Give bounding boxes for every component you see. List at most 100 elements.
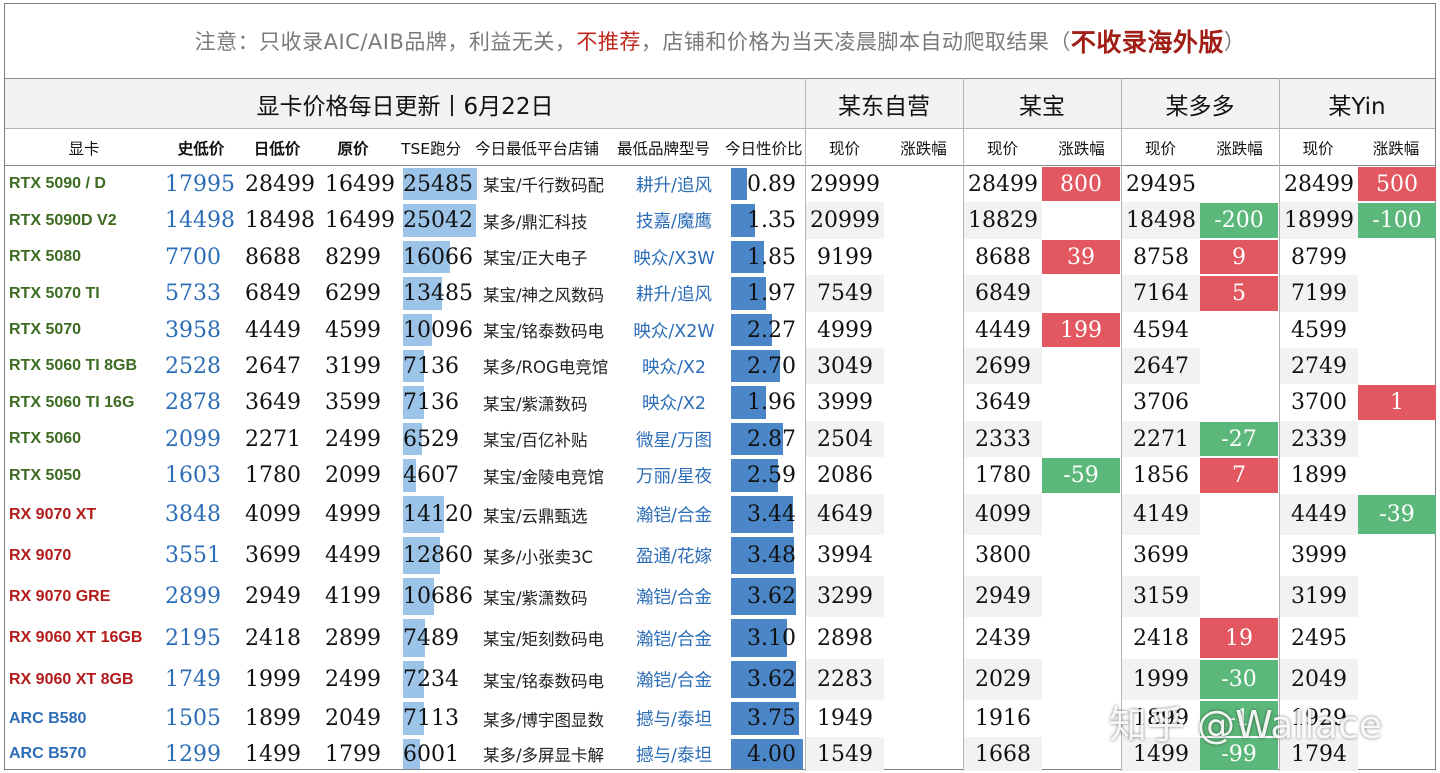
value-ratio: 1.96 [731,384,803,421]
dy-price-change [1358,348,1436,384]
hist-low-price: 3551 [165,543,221,568]
tb-price-change: -59 [1042,458,1120,493]
tse-value: 7113 [403,706,459,731]
msrp-price: 6299 [325,281,381,306]
platform-jd-label: 某东自营 [838,93,930,120]
tse-value: 7136 [403,390,459,415]
jd-current-price: 20999 [806,202,884,239]
col-tb-current: 现价 [986,139,1018,158]
pdd-price-change [1200,576,1278,617]
pdd-price-change: 7 [1200,458,1278,493]
msrp-price: 2499 [325,426,381,452]
tse-bar [403,350,424,382]
lowest-brand-model: 瀚铠/合金 [636,629,712,650]
lowest-store: 某多/多屏显卡解 [483,746,605,765]
card-name: RX 9070 [9,546,72,564]
tse-value: 7136 [403,353,459,379]
dy-price-change: -39 [1358,495,1436,534]
notice-not-recommend: 不推荐 [576,30,641,54]
tse-value: 13485 [403,281,473,306]
hist-low-price: 1603 [165,463,221,488]
col-tse: TSE跑分 [401,139,462,158]
value-text: 3.10 [747,625,796,651]
tse-score: 6529 [403,421,477,457]
dy-current-price: 2339 [1280,421,1358,457]
tb-current-price: 1668 [964,737,1042,771]
dy-price-change [1358,617,1436,659]
tse-bar [403,314,432,346]
value-text: 3.44 [747,502,796,527]
jd-price-change [884,202,962,239]
tse-value: 7234 [403,667,459,692]
hist-low-price: 1749 [165,667,221,692]
card-name: RTX 5090D V2 [9,211,117,229]
card-name: RTX 5050 [9,466,82,484]
table-row: ARC B580 1505 1899 2049 7113 某多/博宇图显数 撼与/泰坦 3.7… [5,700,1435,737]
jd-price-change [884,737,962,771]
pdd-current-price: 1999 [1122,659,1200,700]
tb-price-change [1042,494,1120,535]
jd-current-price: 2086 [817,463,873,488]
dy-current-price: 4449 [1280,494,1358,535]
jd-price-change [884,239,962,275]
value-bar [731,314,772,346]
pdd-current-price: 3159 [1122,576,1200,617]
lowest-brand-model: 耕升/追风 [636,285,712,305]
tse-score: 4607 [403,457,477,494]
notice-text-2: ，店铺和价格为当天凌晨脚本自动爬取结果（ [640,30,1071,54]
value-bar [731,277,766,310]
lowest-store: 某宝/神之风数码 [483,285,605,305]
dy-price-change: 1 [1358,385,1436,420]
hist-low-price: 2195 [165,625,221,651]
msrp-price: 3599 [325,390,381,415]
tse-score: 16066 [403,239,477,275]
pdd-current-price: 8758 [1133,244,1189,270]
lowest-brand-model: 瀚铠/合金 [636,506,712,526]
pdd-current-price: 4149 [1122,494,1200,535]
tb-current-price: 1916 [975,706,1031,731]
lowest-store: 某宝/百亿补贴 [483,431,588,450]
tb-current-price: 2333 [964,421,1042,457]
msrp-price: 16499 [325,208,395,233]
tb-price-change [1042,617,1120,659]
tb-current-price: 28499 [968,171,1038,197]
divider-tb [963,78,964,771]
jd-current-price: 2283 [806,659,884,700]
table-row: RTX 5090 / D 17995 28499 16499 25485 某宝/千行数码配… [5,166,1436,202]
pdd-current-price: 2271 [1122,421,1200,457]
lowest-brand-model: 映众/X2W [633,321,715,342]
jd-price-change [884,659,962,700]
lowest-store: 某宝/金陵电竞馆 [483,467,605,487]
value-text: 2.70 [747,353,796,379]
lowest-store: 某宝/紫潇数码 [483,394,588,414]
tb-price-change: 199 [1042,313,1120,347]
day-low-price: 4099 [245,502,301,527]
divider-jd [805,78,806,771]
tb-current-price: 4099 [964,494,1042,535]
pdd-current-price: 1499 [1122,737,1200,771]
col-card: 显卡 [68,139,100,158]
jd-price-change [884,166,962,202]
value-bar [731,661,796,698]
value-ratio: 2.87 [731,421,803,457]
pdd-price-change: -27 [1200,422,1278,456]
msrp-price: 2099 [325,463,381,488]
dy-price-change [1358,275,1436,312]
hist-low-price: 14498 [165,208,235,233]
tse-value: 25042 [403,208,473,233]
jd-current-price: 3299 [806,576,884,617]
msrp-price: 4499 [325,543,381,568]
col-platform: 今日最低平台店铺 [475,139,600,158]
pdd-price-change [1200,384,1278,421]
col-msrp: 原价 [337,139,369,158]
tse-value: 25485 [403,171,473,197]
value-bar [731,350,780,382]
notice-text-3: ） [1223,30,1246,54]
hist-low-price: 2878 [165,390,221,415]
divider-pdd [1121,78,1122,771]
pdd-price-change: -1 [1200,701,1278,736]
tse-score: 14120 [403,494,477,535]
msrp-price: 16499 [325,171,395,197]
table-title: 显卡价格每日更新丨6月22日 [5,78,805,129]
col-brand: 最低品牌型号 [617,139,711,158]
